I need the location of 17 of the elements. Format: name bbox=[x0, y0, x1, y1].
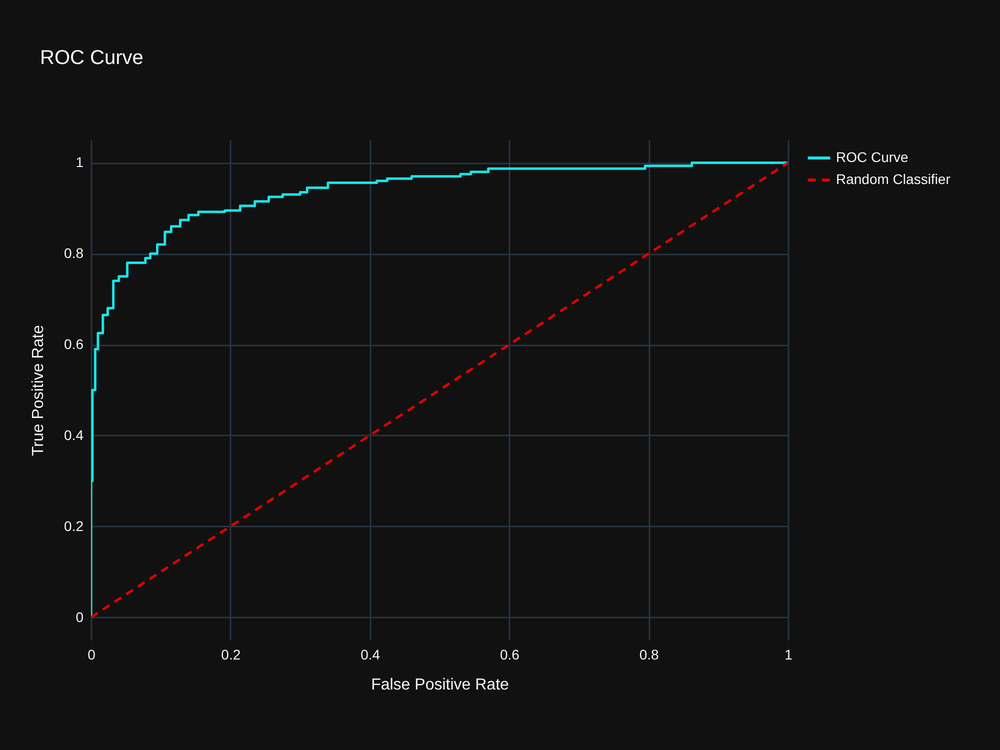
y-tick-label: 0.8 bbox=[64, 245, 84, 262]
x-tick-label: 0.8 bbox=[639, 646, 660, 662]
y-tick-label: 0.4 bbox=[64, 426, 84, 443]
y-tick-label: 0.6 bbox=[64, 336, 84, 352]
x-tick-label: 0 bbox=[88, 646, 96, 662]
y-tick-label: 0 bbox=[76, 608, 84, 625]
y-axis-title: True Positive Rate bbox=[30, 324, 48, 456]
chart-title: ROC Curve bbox=[40, 47, 144, 69]
x-axis-title: False Positive Rate bbox=[371, 676, 510, 694]
x-tick-label: 0.2 bbox=[221, 646, 241, 662]
legend-label: ROC Curve bbox=[836, 149, 909, 165]
x-tick-label: 0.6 bbox=[500, 646, 520, 662]
x-tick-label: 1 bbox=[784, 646, 793, 662]
x-tick-label: 0.4 bbox=[360, 646, 380, 662]
y-tick-label: 1 bbox=[76, 154, 84, 170]
y-tick-label: 0.2 bbox=[64, 518, 84, 534]
legend-label: Random Classifier bbox=[836, 171, 951, 187]
